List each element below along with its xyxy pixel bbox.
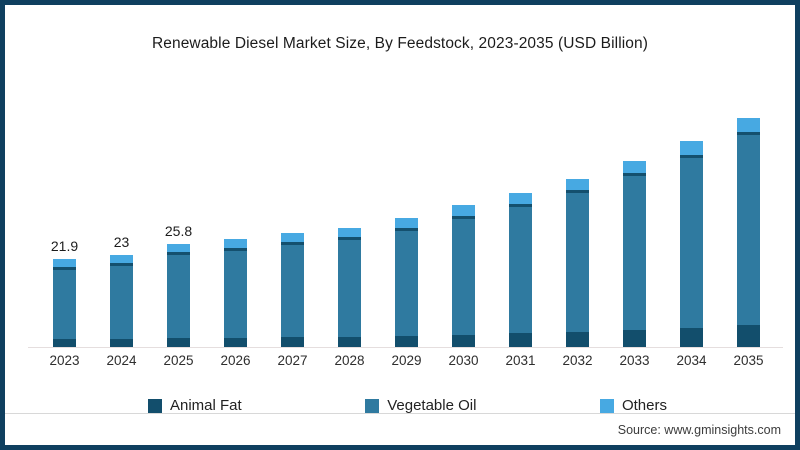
segment-others-2034 [680, 141, 703, 155]
x-axis-label-2030: 2030 [448, 353, 479, 368]
x-axis-label-2034: 2034 [676, 353, 707, 368]
legend-item-others: Others [599, 397, 667, 414]
bar-column-2028 [321, 95, 378, 347]
legend-item-animal-fat: Animal Fat [148, 397, 242, 414]
bar-column-2031 [492, 95, 549, 347]
bar-value-label-2025: 25.8 [164, 222, 193, 239]
stacked-bar-2023 [53, 259, 76, 347]
x-axis-label-2035: 2035 [733, 353, 764, 368]
stacked-bar-2032 [566, 179, 589, 347]
segment-vegetable-oil-2025 [167, 252, 190, 339]
segment-animal-fat-2023 [53, 339, 76, 347]
segment-vegetable-oil-2027 [281, 242, 304, 337]
segment-vegetable-oil-2024 [110, 262, 133, 339]
segment-others-2026 [224, 239, 247, 248]
segment-animal-fat-2031 [509, 333, 532, 347]
segment-others-2035 [737, 118, 760, 132]
x-axis-label-2026: 2026 [220, 353, 251, 368]
segment-others-2030 [452, 205, 475, 216]
bar-column-2025: 25.8 [150, 95, 207, 347]
bar-column-2035 [720, 95, 777, 347]
stacked-bar-2024 [110, 255, 133, 347]
x-axis-label-2028: 2028 [334, 353, 365, 368]
stacked-bar-2035 [737, 118, 760, 347]
x-axis-label-2027: 2027 [277, 353, 308, 368]
x-axis-labels: 2023 2024 2025 2026 2027 2028 2029 2030 2031 2032… [36, 353, 777, 368]
x-axis-label-2025: 2025 [163, 353, 194, 368]
segment-vegetable-oil-2031 [509, 203, 532, 334]
legend-label: Others [621, 397, 667, 414]
bar-column-2024: 23 [93, 95, 150, 347]
bar-column-2027 [264, 95, 321, 347]
segment-vegetable-oil-2028 [338, 237, 361, 337]
legend-swatch-icon [599, 398, 614, 413]
bar-column-2029 [378, 95, 435, 347]
bar-value-label-2024: 23 [113, 234, 130, 251]
stacked-bar-2027 [281, 233, 304, 347]
x-axis-label-2032: 2032 [562, 353, 593, 368]
segment-vegetable-oil-2033 [623, 173, 646, 330]
x-axis-label-2023: 2023 [49, 353, 80, 368]
legend-item-vegetable-oil: Vegetable Oil [365, 397, 476, 414]
source-strip: Source: www.gminsights.com [5, 413, 795, 445]
bar-column-2030 [435, 95, 492, 347]
segment-others-2029 [395, 217, 418, 228]
segment-animal-fat-2026 [224, 337, 247, 347]
segment-others-2032 [566, 179, 589, 191]
segment-vegetable-oil-2030 [452, 215, 475, 335]
source-attribution: Source: www.gminsights.com [617, 422, 781, 437]
stacked-bar-2028 [338, 228, 361, 347]
stacked-bar-2026 [224, 239, 247, 347]
segment-animal-fat-2024 [110, 339, 133, 347]
stacked-bar-2025 [167, 243, 190, 347]
segment-vegetable-oil-2035 [737, 131, 760, 325]
stacked-bar-2029 [395, 217, 418, 347]
x-axis-label-2029: 2029 [391, 353, 422, 368]
bar-column-2033 [606, 95, 663, 347]
bar-column-2034 [663, 95, 720, 347]
segment-others-2024 [110, 255, 133, 263]
bar-column-2032 [549, 95, 606, 347]
bar-value-label-2023: 21.9 [50, 238, 79, 255]
bar-column-2023: 21.9 [36, 95, 93, 347]
segment-animal-fat-2032 [566, 332, 589, 347]
segment-animal-fat-2033 [623, 329, 646, 347]
legend-swatch-icon [148, 398, 162, 413]
segment-others-2028 [338, 228, 361, 238]
legend: Animal Fat Vegetable Oil Others [148, 397, 667, 414]
segment-others-2025 [167, 243, 190, 253]
segment-vegetable-oil-2023 [53, 266, 76, 340]
stacked-bar-2034 [680, 141, 703, 347]
stacked-bar-2031 [509, 193, 532, 347]
stacked-bar-2033 [623, 161, 646, 347]
legend-swatch-icon [365, 398, 380, 413]
plot-area: 21.9 23 25.8 [36, 95, 777, 347]
stacked-bar-2030 [452, 205, 475, 347]
segment-others-2033 [623, 161, 646, 174]
x-axis-line [28, 347, 783, 348]
chart-title: Renewable Diesel Market Size, By Feedsto… [151, 35, 649, 52]
segment-animal-fat-2034 [680, 327, 703, 347]
segment-animal-fat-2028 [338, 336, 361, 347]
segment-vegetable-oil-2029 [395, 227, 418, 336]
segment-vegetable-oil-2032 [566, 190, 589, 333]
segment-animal-fat-2029 [395, 335, 418, 347]
segment-others-2027 [281, 233, 304, 243]
segment-animal-fat-2030 [452, 334, 475, 347]
segment-others-2031 [509, 193, 532, 204]
segment-vegetable-oil-2026 [224, 247, 247, 338]
segment-vegetable-oil-2034 [680, 154, 703, 328]
legend-label: Animal Fat [170, 397, 242, 414]
segment-animal-fat-2027 [281, 337, 304, 347]
segment-animal-fat-2025 [167, 338, 190, 347]
segment-others-2023 [53, 259, 76, 267]
bar-column-2026 [207, 95, 264, 347]
legend-label: Vegetable Oil [387, 397, 477, 414]
x-axis-label-2031: 2031 [505, 353, 536, 368]
x-axis-label-2033: 2033 [619, 353, 650, 368]
x-axis-label-2024: 2024 [106, 353, 137, 368]
segment-animal-fat-2035 [737, 325, 760, 347]
